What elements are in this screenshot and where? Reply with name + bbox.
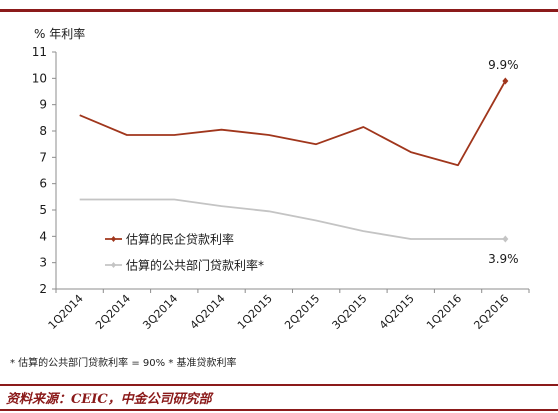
chart-series: 9.9% 3.9%	[79, 58, 519, 266]
x-tick-label: 1Q2014	[46, 292, 86, 332]
series-line-1	[79, 80, 507, 167]
x-tick-label: 3Q2015	[330, 292, 370, 332]
end-marker	[502, 77, 509, 85]
x-tick-label: 2Q2014	[93, 292, 133, 332]
y-tick-label: 9	[39, 98, 47, 112]
legend-label: 估算的民企贷款利率	[126, 232, 234, 247]
x-tick-label: 2Q2015	[282, 292, 322, 332]
legend-marker	[111, 262, 116, 268]
footnote: * 估算的公共部门贷款利率 = 90% * 基准贷款利率	[10, 358, 237, 369]
y-tick-label: 4	[39, 229, 47, 243]
source-note: 资料来源：CEIC，中金公司研究部	[6, 392, 212, 407]
data-label: 9.9%	[488, 58, 519, 72]
y-tick-label: 3	[39, 256, 47, 270]
data-label: 3.9%	[488, 252, 519, 266]
x-tick-label: 4Q2014	[188, 292, 228, 332]
y-tick-label: 5	[39, 203, 47, 217]
footer-rule	[0, 409, 558, 411]
header-rule	[0, 9, 558, 12]
legend-label: 估算的公共部门贷款利率*	[126, 258, 264, 273]
y-tick-label: 10	[32, 71, 47, 85]
y-tick-label: 6	[39, 177, 47, 191]
legend-marker	[111, 236, 116, 242]
series-line-2	[79, 198, 506, 240]
y-tick-label: 2	[39, 282, 47, 296]
y-unit-label: % 年利率	[34, 26, 85, 41]
x-tick-label: 4Q2015	[377, 292, 417, 332]
x-tick-label: 1Q2016	[424, 292, 464, 332]
x-tick-label: 3Q2014	[140, 292, 180, 332]
y-tick-label: 11	[32, 45, 47, 59]
x-tick-label: 1Q2015	[235, 292, 275, 332]
end-marker	[502, 235, 509, 243]
source-rule	[0, 384, 558, 386]
x-tick-label: 2Q2016	[471, 292, 511, 332]
y-tick-label: 7	[39, 150, 47, 164]
y-tick-label: 8	[39, 124, 47, 138]
